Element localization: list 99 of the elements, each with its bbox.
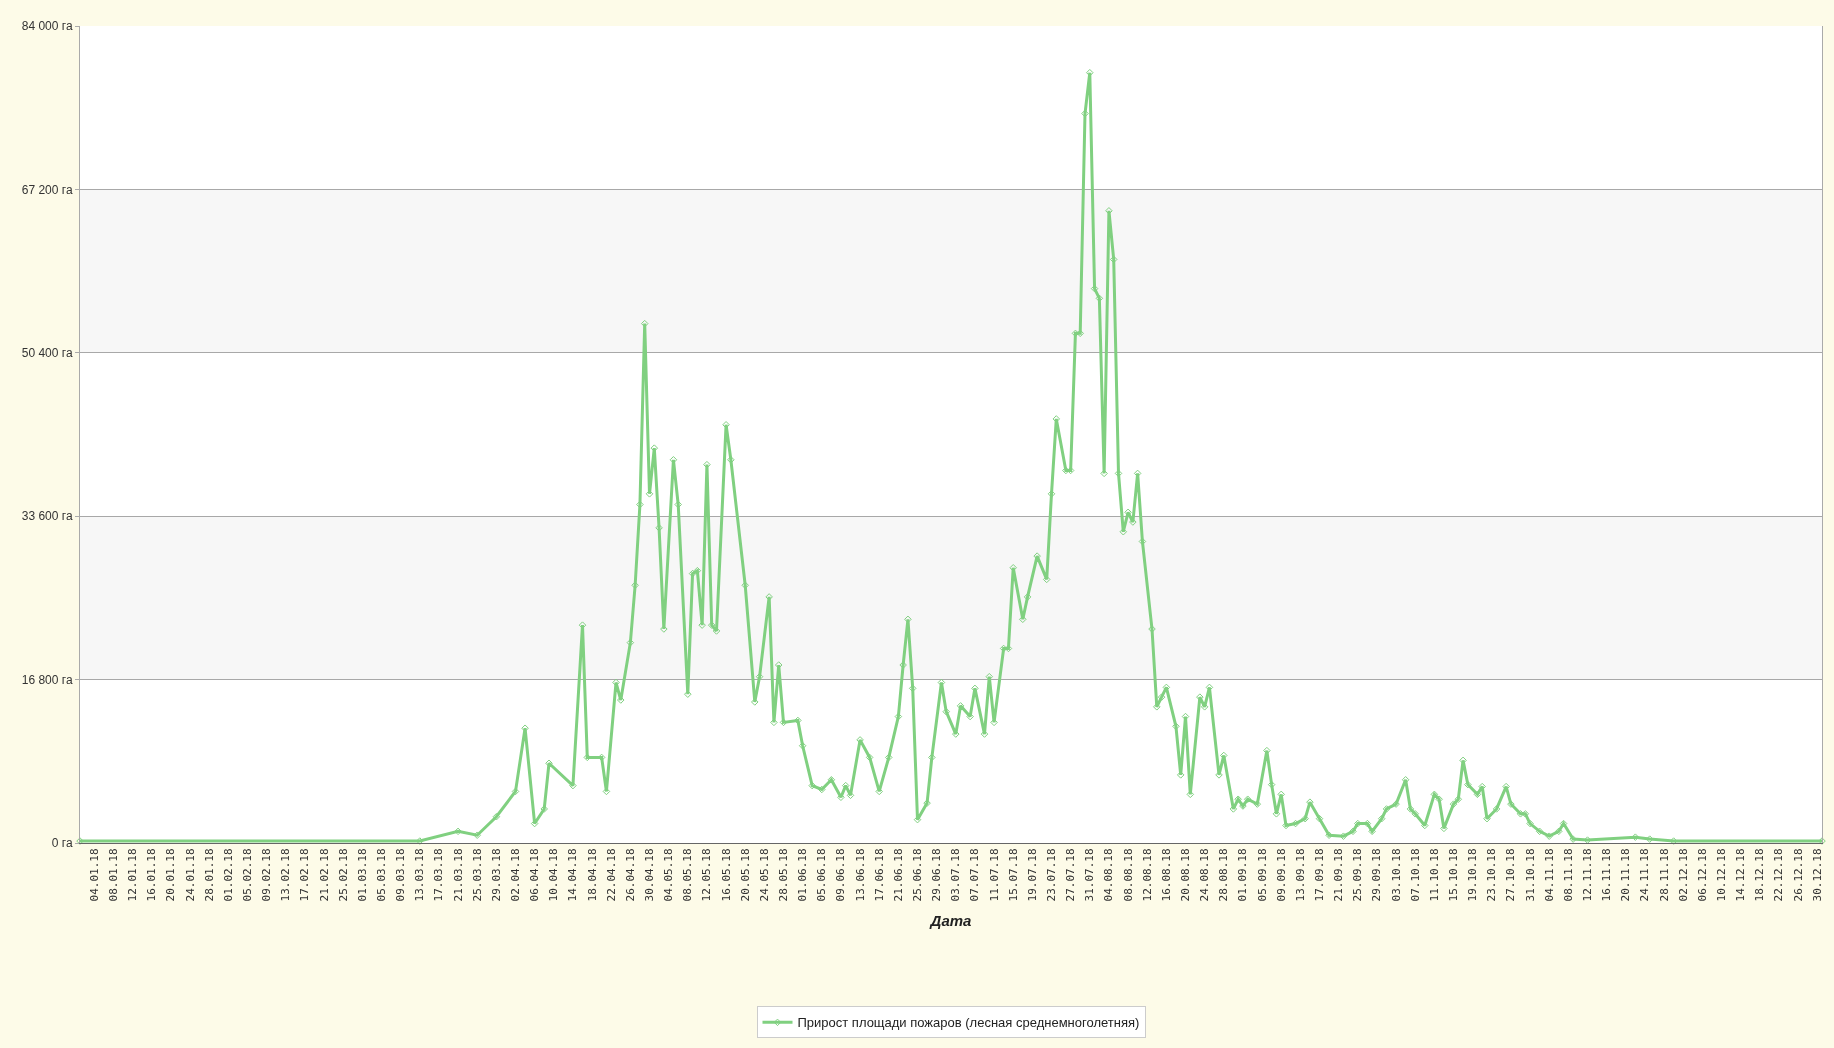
x-tick-label: 26.12.18 — [1791, 848, 1805, 902]
x-tick-label: 14.04.18 — [566, 848, 580, 902]
legend-label: Прирост площади пожаров (лесная среднемноголетняя) — [797, 1015, 1140, 1031]
x-tick-label: 10.12.18 — [1715, 848, 1729, 902]
x-tick-label: 21.02.18 — [317, 848, 331, 902]
x-tick-label: 07.10.18 — [1408, 848, 1422, 902]
x-tick-label: 18.04.18 — [585, 848, 599, 902]
x-tick-label: 20.08.18 — [1179, 848, 1193, 902]
x-tick-label: 05.03.18 — [375, 848, 389, 902]
x-tick-label: 19.07.18 — [1025, 848, 1039, 902]
x-tick-label: 08.05.18 — [681, 848, 695, 902]
x-tick-label: 01.03.18 — [355, 848, 369, 902]
x-tick-label: 04.08.18 — [1102, 848, 1116, 902]
x-tick-label: 02.04.18 — [509, 848, 523, 902]
x-tick-label: 16.08.18 — [1159, 848, 1173, 902]
x-tick-label: 22.12.18 — [1772, 848, 1786, 902]
x-tick-label: 02.12.18 — [1676, 848, 1690, 902]
x-tick-label: 08.08.18 — [1121, 848, 1135, 902]
x-tick-label: 22.04.18 — [604, 848, 618, 902]
x-tick-label: 16.01.18 — [145, 848, 159, 902]
x-tick-label: 31.07.18 — [1083, 848, 1097, 902]
x-tick-label: 20.11.18 — [1619, 848, 1633, 902]
x-tick-label: 01.06.18 — [796, 848, 810, 902]
x-tick-label: 11.07.18 — [987, 848, 1001, 902]
x-tick-label: 25.09.18 — [1351, 848, 1365, 902]
x-tick-label: 15.10.18 — [1447, 848, 1461, 902]
y-tick-label: 84 000 га — [21, 19, 73, 34]
x-tick-label: 17.03.18 — [432, 848, 446, 902]
x-tick-label: 25.06.18 — [911, 848, 925, 902]
x-tick-label: 29.03.18 — [489, 848, 503, 902]
x-tick-label: 23.10.18 — [1485, 848, 1499, 902]
x-tick-label: 26.04.18 — [623, 848, 637, 902]
y-tick-label: 0 га — [51, 836, 73, 851]
x-tick-label: 12.05.18 — [700, 848, 714, 902]
x-tick-label: 29.09.18 — [1370, 848, 1384, 902]
x-tick-label: 09.06.18 — [834, 848, 848, 902]
x-tick-label: 09.02.18 — [260, 848, 274, 902]
x-tick-label: 06.04.18 — [528, 848, 542, 902]
x-tick-label: 25.03.18 — [470, 848, 484, 902]
x-tick-label: 24.05.18 — [757, 848, 771, 902]
x-tick-label: 23.07.18 — [1045, 848, 1059, 902]
x-tick-label: 15.07.18 — [1006, 848, 1020, 902]
x-tick-label: 21.03.18 — [451, 848, 465, 902]
x-tick-label: 30.12.18 — [1810, 848, 1824, 902]
x-tick-label: 28.11.18 — [1657, 848, 1671, 902]
y-tick-label: 16 800 га — [21, 672, 73, 687]
x-tick-label: 04.05.18 — [662, 848, 676, 902]
x-tick-label: 09.03.18 — [394, 848, 408, 902]
x-tick-label: 19.10.18 — [1466, 848, 1480, 902]
x-tick-label: 05.09.18 — [1255, 848, 1269, 902]
x-tick-label: 08.01.18 — [107, 848, 121, 902]
x-tick-label: 21.09.18 — [1332, 848, 1346, 902]
x-tick-label: 17.06.18 — [872, 848, 886, 902]
x-tick-label: 28.08.18 — [1217, 848, 1231, 902]
x-tick-label: 30.04.18 — [643, 848, 657, 902]
x-tick-label: 04.01.18 — [87, 848, 101, 902]
x-tick-label: 12.01.18 — [126, 848, 140, 902]
x-tick-label: 17.02.18 — [298, 848, 312, 902]
x-tick-label: 09.09.18 — [1274, 848, 1288, 902]
x-tick-label: 14.12.18 — [1734, 848, 1748, 902]
x-axis-title: Дата — [928, 912, 972, 930]
x-tick-label: 08.11.18 — [1561, 848, 1575, 902]
x-tick-label: 06.12.18 — [1695, 848, 1709, 902]
x-tick-label: 01.09.18 — [1236, 848, 1250, 902]
x-tick-label: 20.01.18 — [164, 848, 178, 902]
x-tick-label: 28.05.18 — [777, 848, 791, 902]
x-tick-label: 05.02.18 — [241, 848, 255, 902]
x-tick-label: 27.10.18 — [1504, 848, 1518, 902]
x-tick-label: 13.06.18 — [853, 848, 867, 902]
y-tick-label: 67 200 га — [21, 182, 73, 197]
x-tick-label: 12.11.18 — [1581, 848, 1595, 902]
x-tick-label: 05.06.18 — [815, 848, 829, 902]
x-tick-label: 12.08.18 — [1140, 848, 1154, 902]
x-tick-label: 18.12.18 — [1753, 848, 1767, 902]
x-tick-label: 11.10.18 — [1427, 848, 1441, 902]
x-tick-label: 04.11.18 — [1542, 848, 1556, 902]
x-tick-label: 16.11.18 — [1600, 848, 1614, 902]
x-tick-label: 28.01.18 — [202, 848, 216, 902]
x-tick-label: 03.10.18 — [1389, 848, 1403, 902]
x-tick-label: 07.07.18 — [968, 848, 982, 902]
x-tick-label: 03.07.18 — [949, 848, 963, 902]
x-tick-label: 21.06.18 — [891, 848, 905, 902]
x-tick-label: 27.07.18 — [1064, 848, 1078, 902]
x-tick-label: 13.03.18 — [413, 848, 427, 902]
x-tick-label: 31.10.18 — [1523, 848, 1537, 902]
y-tick-label: 33 600 га — [21, 509, 73, 524]
x-tick-label: 24.11.18 — [1638, 848, 1652, 902]
x-tick-label: 01.02.18 — [221, 848, 235, 902]
x-tick-label: 13.02.18 — [279, 848, 293, 902]
x-tick-label: 20.05.18 — [738, 848, 752, 902]
x-tick-label: 16.05.18 — [719, 848, 733, 902]
x-tick-label: 24.01.18 — [183, 848, 197, 902]
x-tick-label: 17.09.18 — [1313, 848, 1327, 902]
x-tick-label: 24.08.18 — [1198, 848, 1212, 902]
x-tick-label: 25.02.18 — [336, 848, 350, 902]
x-tick-label: 13.09.18 — [1293, 848, 1307, 902]
y-tick-label: 50 400 га — [21, 346, 73, 360]
x-tick-label: 10.04.18 — [547, 848, 561, 902]
x-tick-label: 29.06.18 — [930, 848, 944, 902]
